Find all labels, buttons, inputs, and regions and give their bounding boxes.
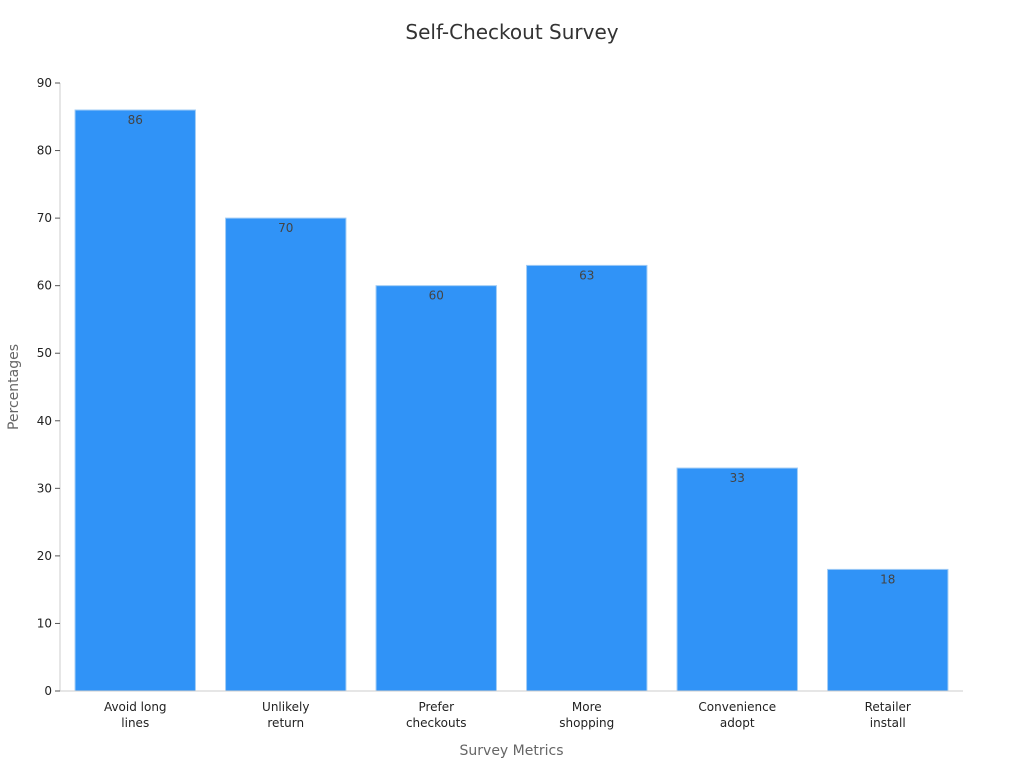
x-axis-title: Survey Metrics — [460, 743, 564, 759]
axes-layer: 0 10 20 30 40 50 60 70 80 90 — [37, 76, 963, 698]
y-tick-label: 10 — [37, 616, 52, 630]
labels-layer: 86 Avoid long lines 70 Unlikely return 60 Prefe… — [104, 113, 911, 730]
y-tick-label: 50 — [37, 346, 52, 360]
category-label: Avoid long lines — [104, 700, 167, 730]
category-label: Prefer checkouts — [406, 700, 467, 730]
data-label: 60 — [429, 289, 444, 303]
y-tick-label: 60 — [37, 279, 52, 293]
category-label: Retailer install — [865, 700, 911, 730]
data-label: 70 — [278, 221, 293, 235]
y-tick-label: 40 — [37, 414, 52, 428]
bar — [827, 568, 949, 692]
data-label: 33 — [730, 471, 745, 485]
y-tick-label: 30 — [37, 481, 52, 495]
bar — [676, 467, 798, 692]
bar — [375, 285, 497, 692]
category-label: Unlikely return — [262, 700, 309, 730]
category-label: More shopping — [559, 700, 614, 730]
data-label: 86 — [128, 113, 143, 127]
y-tick-label: 0 — [44, 684, 52, 698]
y-tick-label: 20 — [37, 549, 52, 563]
category-label: Convenience adopt — [698, 700, 776, 730]
data-label: 18 — [880, 572, 895, 586]
y-axis-title: Percentages — [6, 344, 22, 430]
bar — [74, 109, 196, 692]
bar — [225, 217, 347, 692]
y-tick-label: 80 — [37, 144, 52, 158]
data-label: 63 — [579, 268, 594, 282]
chart-title: Self-Checkout Survey — [405, 20, 619, 44]
y-tick-label: 70 — [37, 211, 52, 225]
y-tick-label: 90 — [37, 76, 52, 90]
bar — [526, 264, 648, 692]
bars-layer — [74, 109, 949, 692]
